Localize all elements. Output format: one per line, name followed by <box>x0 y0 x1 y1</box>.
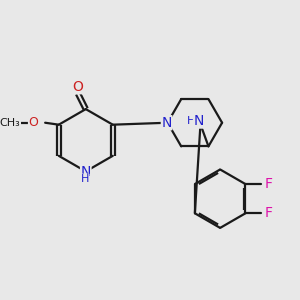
Text: O: O <box>73 80 83 94</box>
Text: H: H <box>187 116 195 126</box>
Text: N: N <box>81 165 91 179</box>
Text: N: N <box>194 114 204 128</box>
Text: CH₃: CH₃ <box>0 118 20 128</box>
Text: H: H <box>81 174 89 184</box>
Text: F: F <box>265 206 273 220</box>
Text: N: N <box>161 116 172 130</box>
Text: F: F <box>265 177 273 191</box>
Text: O: O <box>28 116 38 129</box>
